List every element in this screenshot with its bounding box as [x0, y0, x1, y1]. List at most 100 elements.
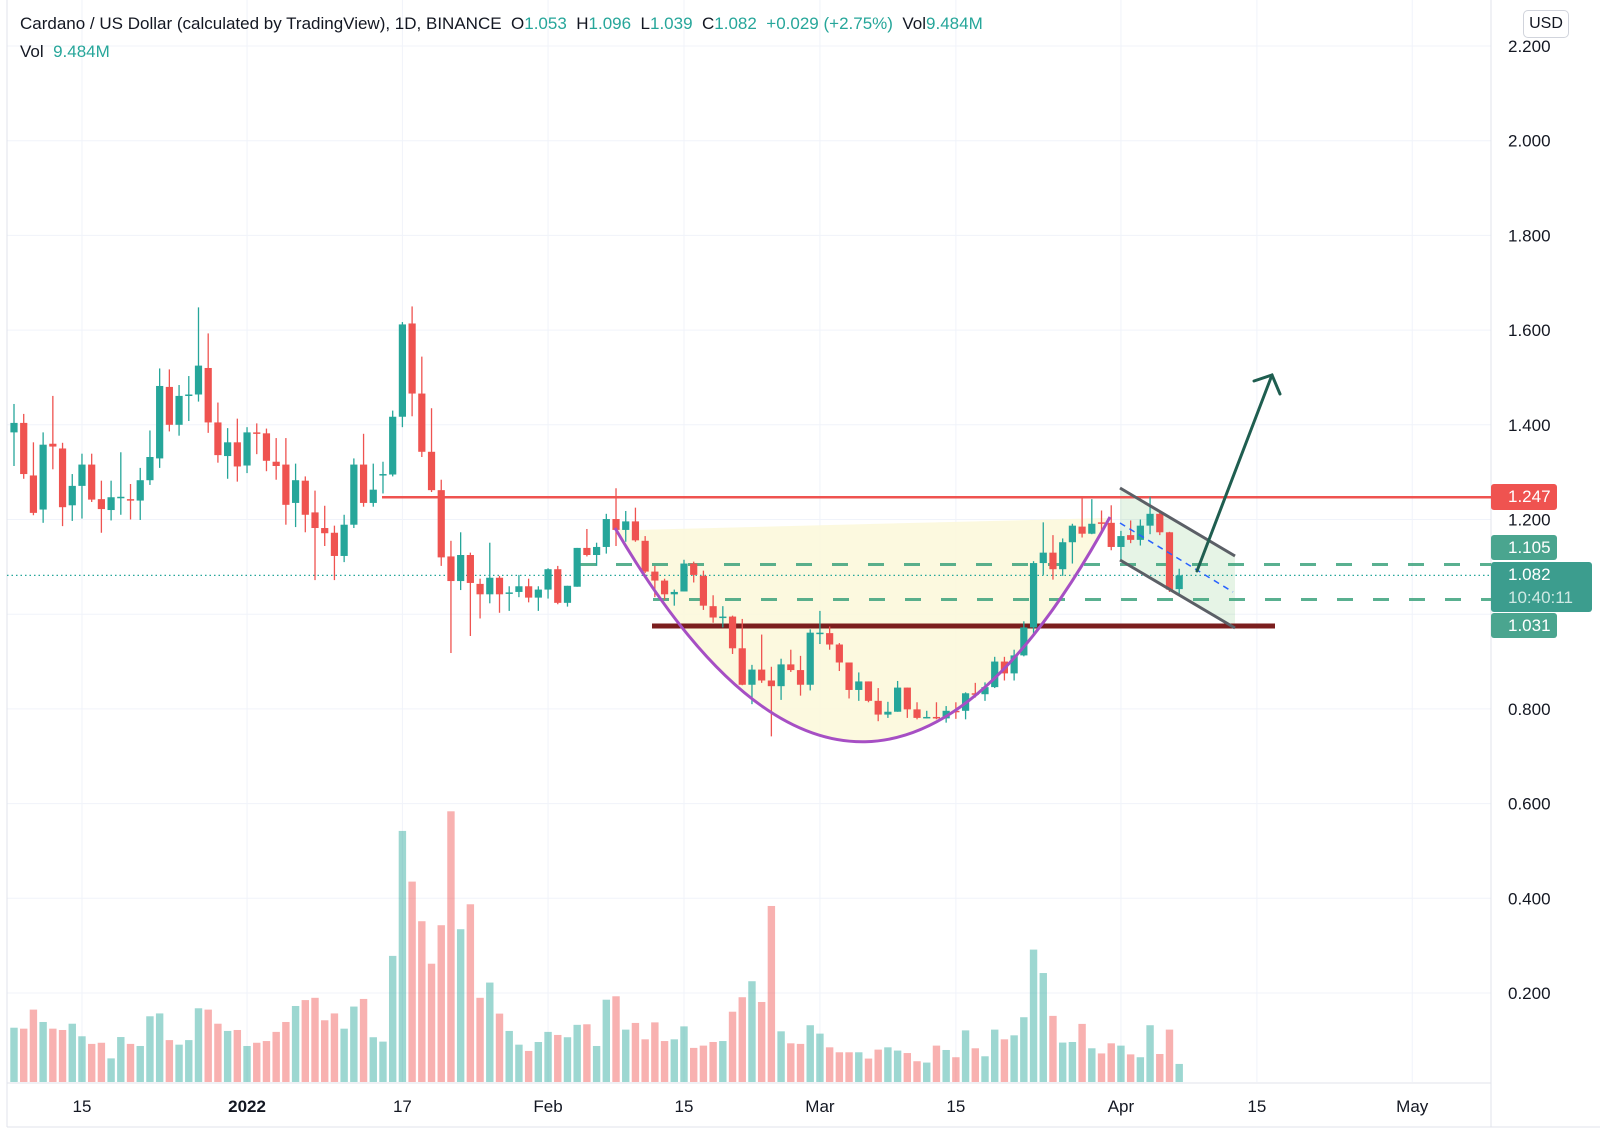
time-axis[interactable]: 15 2022 17 Feb 15 Mar 15 Apr 15 May	[73, 1097, 1429, 1116]
candle[interactable]	[1029, 561, 1038, 635]
candle[interactable]	[505, 586, 513, 611]
candle[interactable]	[806, 629, 814, 691]
candle[interactable]	[991, 656, 999, 689]
candle[interactable]	[942, 706, 950, 723]
candle[interactable]	[301, 476, 309, 533]
candle[interactable]	[1165, 531, 1174, 592]
candle[interactable]	[1039, 522, 1047, 575]
candle[interactable]	[767, 666, 775, 737]
candle[interactable]	[894, 680, 902, 712]
candle[interactable]	[835, 643, 843, 672]
candle[interactable]	[369, 463, 377, 507]
candle[interactable]	[1097, 510, 1106, 531]
cup-curve[interactable]	[613, 516, 1112, 744]
candle[interactable]	[447, 540, 455, 654]
candle[interactable]	[272, 438, 280, 480]
currency-button[interactable]: USD	[1523, 10, 1569, 38]
lower-level-price-label[interactable]: 1.031	[1491, 613, 1557, 638]
candle[interactable]	[855, 672, 863, 701]
candle[interactable]	[777, 658, 785, 700]
candle[interactable]	[1010, 649, 1018, 681]
candle[interactable]	[583, 528, 591, 557]
candle[interactable]	[427, 408, 436, 493]
candle[interactable]	[1049, 535, 1057, 580]
symbol-title[interactable]: Cardano / US Dollar (calculated by Tradi…	[20, 14, 502, 33]
candle[interactable]	[641, 536, 649, 574]
candle[interactable]	[389, 410, 397, 477]
candle[interactable]	[476, 578, 484, 619]
candle[interactable]	[146, 430, 154, 485]
candle[interactable]	[165, 369, 173, 432]
candle[interactable]	[291, 463, 300, 528]
candle[interactable]	[932, 702, 941, 720]
candle[interactable]	[622, 510, 630, 542]
channel-mid-dashed-line[interactable]	[1119, 522, 1234, 593]
candle[interactable]	[631, 507, 640, 542]
candle[interactable]	[816, 610, 824, 645]
candle[interactable]	[340, 514, 348, 563]
candle[interactable]	[690, 561, 698, 583]
candle[interactable]	[573, 547, 581, 587]
candle[interactable]	[78, 453, 86, 519]
breakout-arrow[interactable]	[1195, 373, 1282, 573]
last-price-label[interactable]: 1.082 10:40:11	[1491, 562, 1592, 612]
candle[interactable]	[845, 662, 853, 699]
candle[interactable]	[156, 368, 164, 468]
channel-upper-line[interactable]	[1119, 486, 1236, 558]
candle[interactable]	[1088, 499, 1096, 535]
candle[interactable]	[418, 356, 426, 457]
candle[interactable]	[126, 483, 135, 520]
candle[interactable]	[20, 413, 28, 479]
candle[interactable]	[136, 467, 144, 520]
candle[interactable]	[204, 333, 212, 433]
candle[interactable]	[670, 589, 678, 606]
candle[interactable]	[466, 552, 474, 636]
candle[interactable]	[185, 376, 193, 422]
candle[interactable]	[29, 442, 38, 516]
candle[interactable]	[68, 474, 76, 521]
candle[interactable]	[1175, 568, 1183, 596]
candle[interactable]	[224, 428, 232, 479]
candle[interactable]	[787, 649, 795, 672]
candle[interactable]	[1136, 519, 1144, 546]
candle[interactable]	[311, 490, 319, 581]
candle[interactable]	[544, 568, 552, 599]
volume-legend[interactable]: Vol 9.484M	[20, 42, 110, 62]
candle[interactable]	[1107, 505, 1115, 551]
candle[interactable]	[758, 634, 766, 683]
candle[interactable]	[49, 395, 57, 470]
candle[interactable]	[1059, 538, 1067, 576]
candle[interactable]	[913, 702, 921, 720]
candle[interactable]	[282, 438, 290, 525]
candle[interactable]	[709, 595, 717, 623]
candle[interactable]	[534, 586, 542, 611]
candle[interactable]	[58, 442, 67, 527]
candle[interactable]	[10, 403, 18, 466]
candle[interactable]	[1146, 496, 1154, 535]
candle[interactable]	[495, 575, 504, 613]
candle[interactable]	[1068, 523, 1076, 564]
candle[interactable]	[457, 532, 465, 591]
price-axis[interactable]: 2.200 2.000 1.800 1.600 1.400 1.200 0.800 0.600…	[1508, 37, 1551, 1003]
resistance-price-label[interactable]: 1.247	[1491, 484, 1557, 510]
candle[interactable]	[728, 615, 737, 654]
candle[interactable]	[1127, 520, 1135, 544]
candle[interactable]	[408, 306, 416, 417]
candle[interactable]	[874, 688, 882, 722]
candle[interactable]	[233, 418, 241, 482]
candle[interactable]	[117, 452, 125, 515]
channel-lower-line[interactable]	[1119, 558, 1236, 630]
candle[interactable]	[253, 423, 261, 455]
candle[interactable]	[796, 655, 805, 696]
candle[interactable]	[738, 618, 746, 686]
candle[interactable]	[1117, 530, 1125, 562]
candle[interactable]	[262, 428, 271, 472]
candle[interactable]	[243, 427, 251, 474]
candle[interactable]	[97, 480, 105, 533]
candle[interactable]	[1078, 497, 1086, 538]
candle[interactable]	[719, 606, 727, 628]
candle[interactable]	[437, 479, 445, 566]
candle[interactable]	[330, 525, 339, 581]
candle[interactable]	[554, 565, 562, 605]
candle[interactable]	[864, 681, 873, 703]
